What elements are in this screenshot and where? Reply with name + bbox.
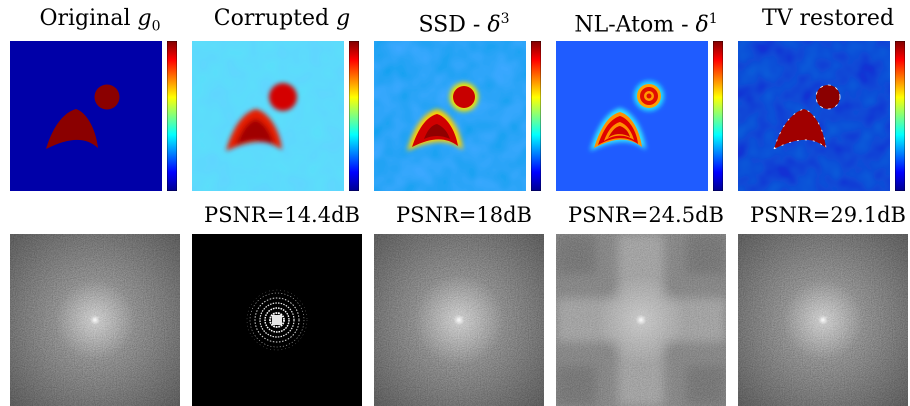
psnr-label: PSNR=18dB [396,203,532,227]
panel-title: SSD - δ3 [418,11,510,38]
phantom-image [10,41,162,191]
colorbar [713,41,723,191]
spectrum-image [556,234,726,406]
spectrum-image [10,234,180,406]
ssd-restored-image [374,41,526,191]
psnr-label: PSNR=24.5dB [568,203,724,227]
panel-title: Corrupted g [213,6,351,31]
spectrum-image [738,234,908,406]
panel-title: NL-Atom - δ1 [574,11,718,38]
psnr-label: PSNR=14.4dB [204,203,360,227]
panel-title: Original g0 [39,6,161,35]
colorbar [895,41,905,191]
panel-original: Original g0 [10,0,190,406]
corrupted-image [192,41,344,191]
panel-nl-atom: NL-Atom - δ1 PSNR=24.5dB [556,0,736,406]
panel-ssd: SSD - δ3 PSNR=18dB [374,0,554,406]
panel-title: TV restored [761,6,895,31]
sampling-mask-image [192,234,362,406]
psnr-label: PSNR=29.1dB [750,203,906,227]
colorbar [531,41,541,191]
tv-restored-image [738,41,890,191]
spectrum-image [374,234,544,406]
panel-corrupted: Corrupted g PSNR=14.4dB [192,0,372,406]
colorbar [349,41,359,191]
colorbar [167,41,177,191]
panel-tv-restored: TV restored PSNR=29.1dB [738,0,910,406]
nl-atom-restored-image [556,41,708,191]
